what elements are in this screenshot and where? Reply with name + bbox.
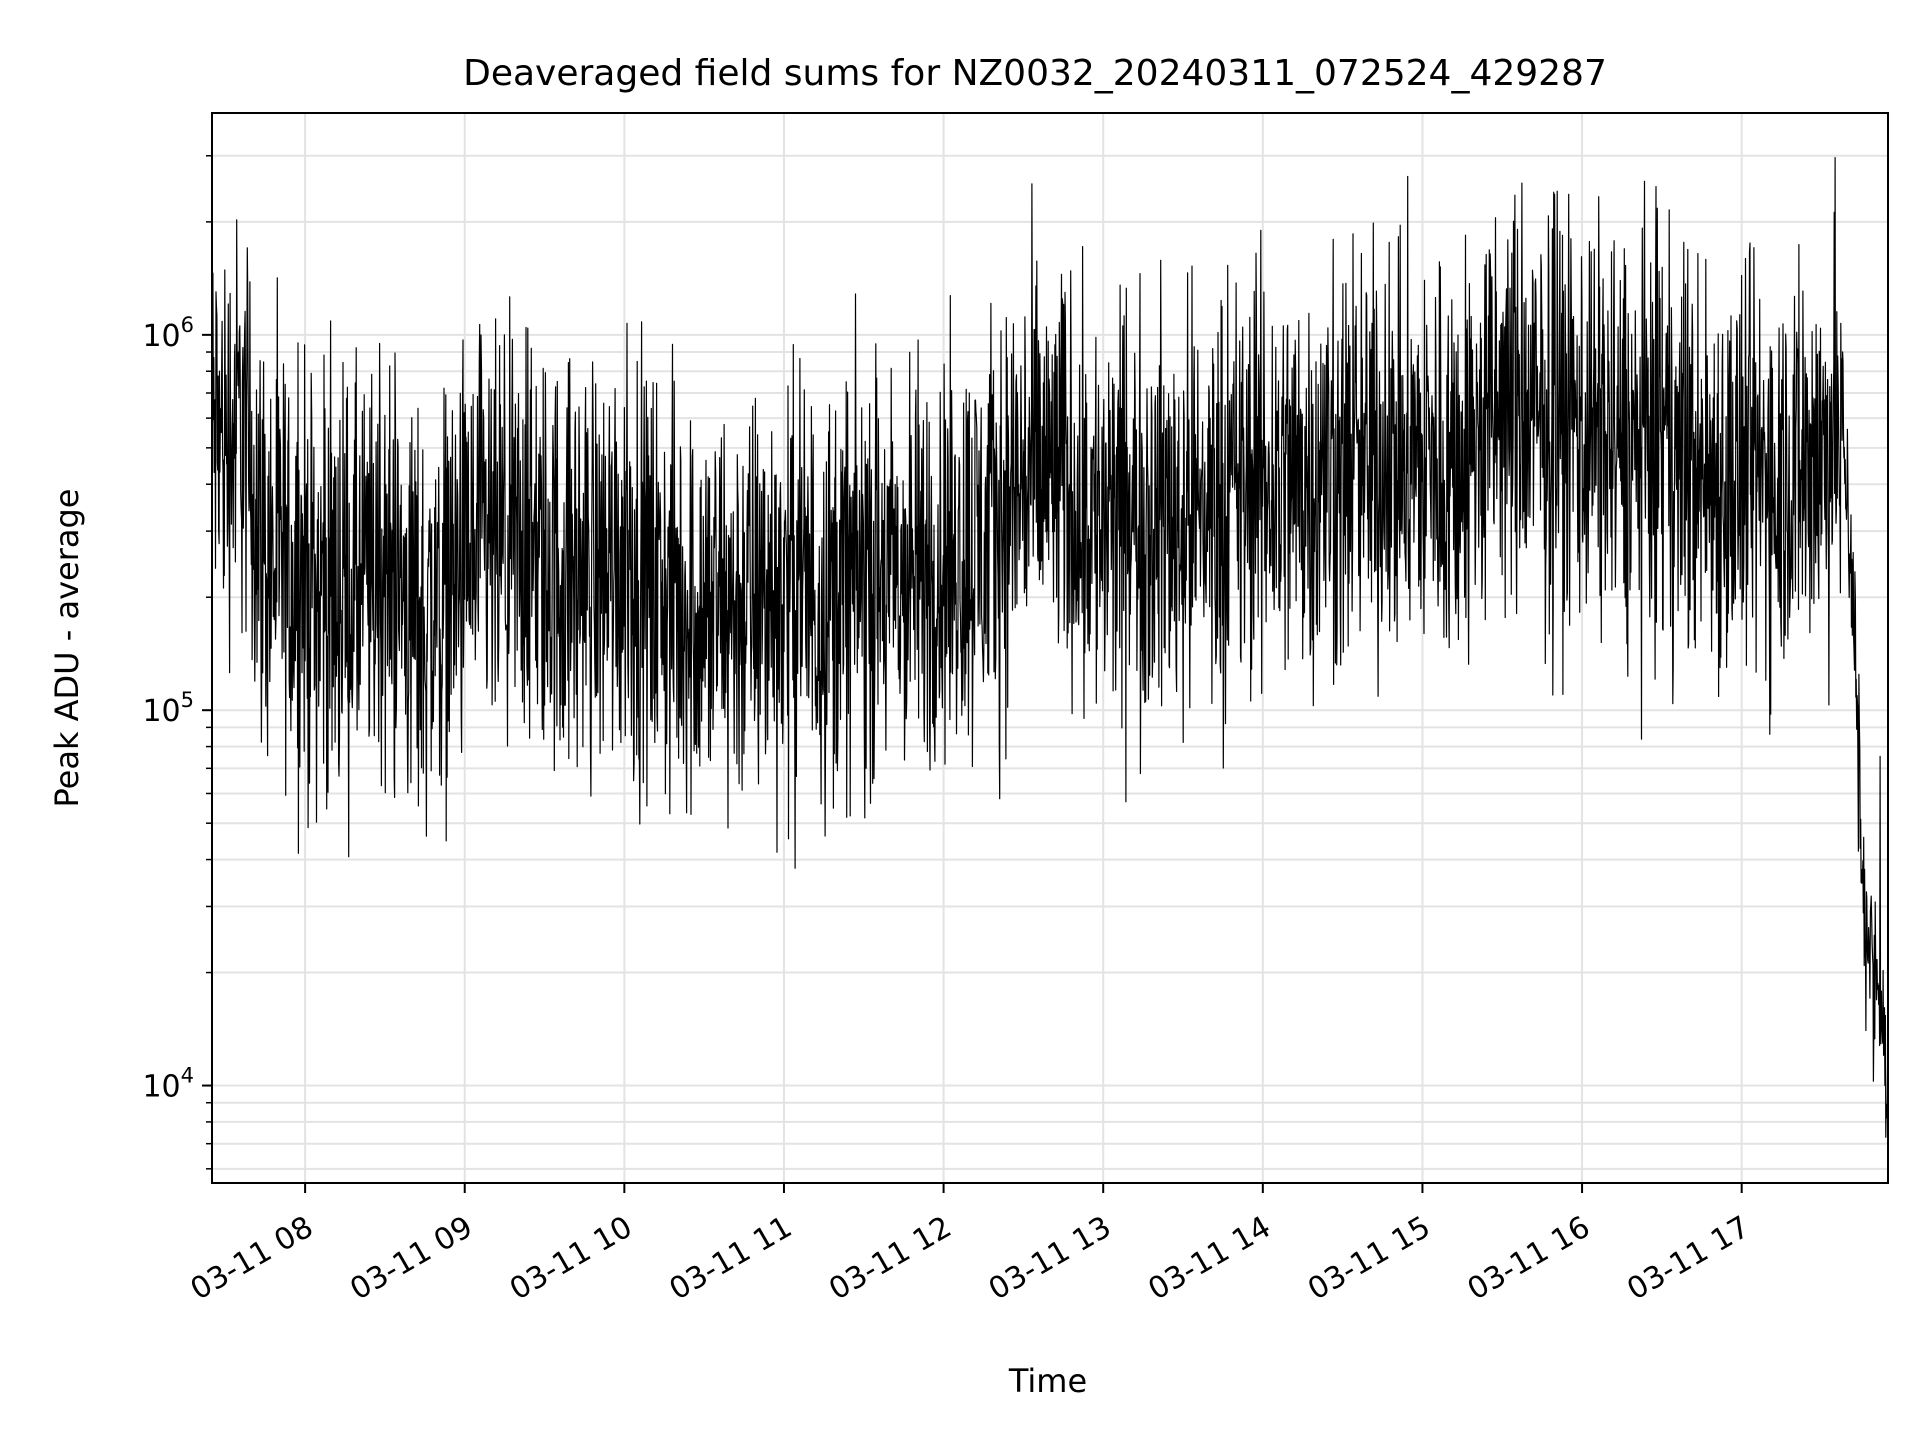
x-axis-label: Time — [1008, 1362, 1087, 1400]
x-tick-label: 03-11 11 — [664, 1210, 798, 1308]
y-axis-label: Peak ADU - average — [48, 489, 86, 808]
y-tick-label: 106 — [142, 313, 194, 354]
x-tick-label: 03-11 10 — [504, 1210, 638, 1308]
y-tick-label: 104 — [142, 1064, 194, 1105]
x-tick-label: 03-11 13 — [983, 1210, 1117, 1308]
x-tick-label: 03-11 17 — [1621, 1210, 1755, 1308]
y-axis: 104 105 106 — [142, 155, 212, 1170]
x-tick-label: 03-11 12 — [823, 1210, 957, 1308]
x-tick-label: 03-11 15 — [1302, 1210, 1436, 1308]
y-tick-label: 105 — [142, 688, 194, 729]
x-tick-label: 03-11 08 — [185, 1210, 319, 1308]
x-axis: 03-11 08 03-11 09 03-11 10 03-11 11 03-11 12… — [185, 1183, 1756, 1307]
x-tick-label: 03-11 14 — [1143, 1210, 1277, 1308]
chart-title: Deaveraged field sums for NZ0032_2024031… — [463, 53, 1607, 94]
plot-frame — [211, 112, 1889, 1184]
x-tick-label: 03-11 16 — [1462, 1210, 1596, 1308]
x-tick-label: 03-11 09 — [344, 1210, 478, 1308]
data-series — [211, 157, 1889, 1138]
series-line — [211, 157, 1889, 1138]
